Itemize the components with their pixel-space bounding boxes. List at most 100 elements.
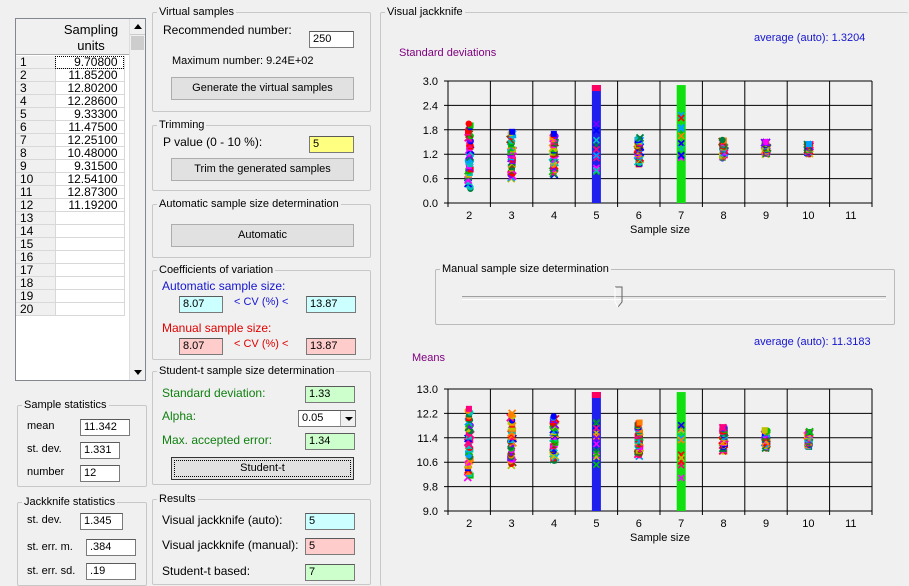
row-value[interactable] — [55, 263, 125, 277]
highlight-bar-cap — [591, 392, 601, 399]
row-value[interactable] — [55, 250, 125, 264]
table-row[interactable]: 19 — [16, 289, 125, 303]
student-sd-field[interactable]: 1.33 — [305, 386, 355, 403]
cv-title: Coefficients of variation — [159, 264, 274, 276]
scroll-down-button[interactable] — [130, 364, 145, 380]
alpha-dropdown-button[interactable] — [340, 411, 355, 426]
x-axis-label: Sample size — [630, 224, 690, 236]
table-row[interactable]: 20 — [16, 302, 125, 316]
table-row[interactable]: 10 12.54100 — [16, 172, 125, 186]
row-value[interactable] — [55, 224, 125, 238]
row-index: 20 — [16, 302, 56, 316]
trimming-group: Trimming — [152, 119, 371, 191]
scroll-up-button[interactable] — [130, 19, 145, 35]
scroll-down-icon — [134, 370, 142, 375]
cv-auto-high-field[interactable]: 13.87 — [306, 296, 356, 313]
row-value[interactable] — [55, 211, 125, 225]
data-point — [592, 432, 600, 441]
cv-manual-low-field[interactable]: 8.07 — [179, 338, 223, 355]
data-point — [592, 164, 600, 172]
jk-sd-field[interactable]: 1.345 — [80, 513, 123, 530]
row-value[interactable]: 9.31500 — [55, 159, 125, 173]
scroll-thumb[interactable] — [131, 36, 144, 50]
table-row[interactable]: 8 10.48000 — [16, 146, 125, 160]
cv-auto-low-field[interactable]: 8.07 — [179, 296, 223, 313]
table-row[interactable]: 16 — [16, 250, 125, 264]
x-tick-label: 4 — [551, 210, 557, 222]
sampling-units-grid[interactable]: Sampling units 1 9.70800 2 11.85200 3 12.8020… — [15, 18, 146, 381]
row-value[interactable]: 12.87300 — [55, 185, 125, 199]
max-error-field[interactable]: 1.34 — [305, 433, 355, 450]
result-auto-field[interactable]: 5 — [305, 513, 355, 530]
cv-auto-label: Automatic sample size: — [162, 279, 286, 293]
table-row[interactable]: 11 12.87300 — [16, 185, 125, 199]
row-value[interactable]: 11.47500 — [55, 120, 125, 134]
trim-samples-button[interactable]: Trim the generated samples — [171, 158, 354, 181]
row-index: 3 — [16, 81, 56, 95]
row-value[interactable]: 12.28600 — [55, 94, 125, 108]
row-index: 18 — [16, 276, 56, 290]
table-row[interactable]: 12 11.19200 — [16, 198, 125, 212]
row-value[interactable]: 9.33300 — [55, 107, 125, 121]
data-point — [592, 120, 600, 128]
row-value[interactable] — [55, 289, 125, 303]
slider-thumb[interactable] — [614, 286, 624, 308]
grid-scrollbar[interactable] — [129, 19, 145, 380]
sample-statistics-group: Sample statistics — [17, 399, 147, 487]
cv-manual-high-field[interactable]: 13.87 — [306, 338, 356, 355]
row-value[interactable]: 12.54100 — [55, 172, 125, 186]
student-t-button[interactable]: Student-t — [171, 457, 354, 480]
row-value[interactable] — [55, 237, 125, 251]
y-tick-label: 9.0 — [423, 506, 438, 518]
result-manual-field[interactable]: 5 — [305, 538, 355, 555]
mean-field[interactable]: 11.342 — [80, 419, 130, 436]
table-row[interactable]: 18 — [16, 276, 125, 290]
x-tick-label: 5 — [593, 210, 599, 222]
table-row[interactable]: 1 9.70800 — [16, 56, 125, 69]
data-point — [677, 139, 685, 147]
x-tick-label: 3 — [509, 518, 515, 530]
visual-jackknife-group: Visual jackknife — [380, 6, 908, 586]
y-tick-label: 1.8 — [423, 125, 438, 137]
jk-sesd-field[interactable]: .19 — [86, 563, 136, 580]
generate-samples-button[interactable]: Generate the virtual samples — [171, 77, 354, 100]
table-row[interactable]: 17 — [16, 263, 125, 277]
student-t-group: Student-t sample size determination — [152, 365, 371, 485]
table-row[interactable]: 5 9.33300 — [16, 107, 125, 121]
result-student-field[interactable]: 7 — [305, 564, 355, 581]
p-value-field[interactable]: 5 — [309, 136, 354, 153]
row-value[interactable]: 11.85200 — [55, 68, 125, 82]
row-value[interactable]: 11.19200 — [55, 198, 125, 212]
automatic-button[interactable]: Automatic — [171, 224, 354, 247]
table-row[interactable]: 2 11.85200 — [16, 68, 125, 82]
table-row[interactable]: 6 11.47500 — [16, 120, 125, 134]
jk-sem-field[interactable]: .384 — [86, 539, 136, 556]
row-value[interactable] — [55, 302, 125, 316]
row-value[interactable]: 12.25100 — [55, 133, 125, 147]
table-row[interactable]: 13 — [16, 211, 125, 225]
table-row[interactable]: 4 12.28600 — [16, 94, 125, 108]
sd-field[interactable]: 1.331 — [80, 442, 120, 459]
means-chart: 13.0 12.2 11.4 10.6 9.8 9.0 2 3 4 5 6 7 8 9 10 11 Sample… — [417, 384, 873, 544]
row-value[interactable] — [55, 276, 125, 290]
table-row[interactable]: 14 — [16, 224, 125, 238]
table-row[interactable]: 7 12.25100 — [16, 133, 125, 147]
data-point — [592, 126, 600, 134]
row-index: 11 — [16, 185, 56, 199]
x-tick-label: 10 — [802, 518, 814, 530]
row-index: 16 — [16, 250, 56, 264]
jk-sesd-label: st. err. sd. — [27, 565, 76, 577]
table-row[interactable]: 9 9.31500 — [16, 159, 125, 173]
alpha-select[interactable]: 0.05 — [298, 410, 356, 427]
row-value[interactable]: 10.48000 — [55, 146, 125, 160]
recommended-label: Recommended number: — [163, 23, 292, 37]
data-point — [805, 427, 814, 436]
recommended-field[interactable]: 250 — [309, 31, 354, 48]
manual-size-slider[interactable] — [462, 286, 886, 308]
row-value[interactable]: 9.70800 — [55, 56, 125, 69]
x-tick-label: 7 — [678, 210, 684, 222]
row-value[interactable]: 12.80200 — [55, 81, 125, 95]
table-row[interactable]: 15 — [16, 237, 125, 251]
table-row[interactable]: 3 12.80200 — [16, 81, 125, 95]
number-field[interactable]: 12 — [80, 465, 120, 482]
